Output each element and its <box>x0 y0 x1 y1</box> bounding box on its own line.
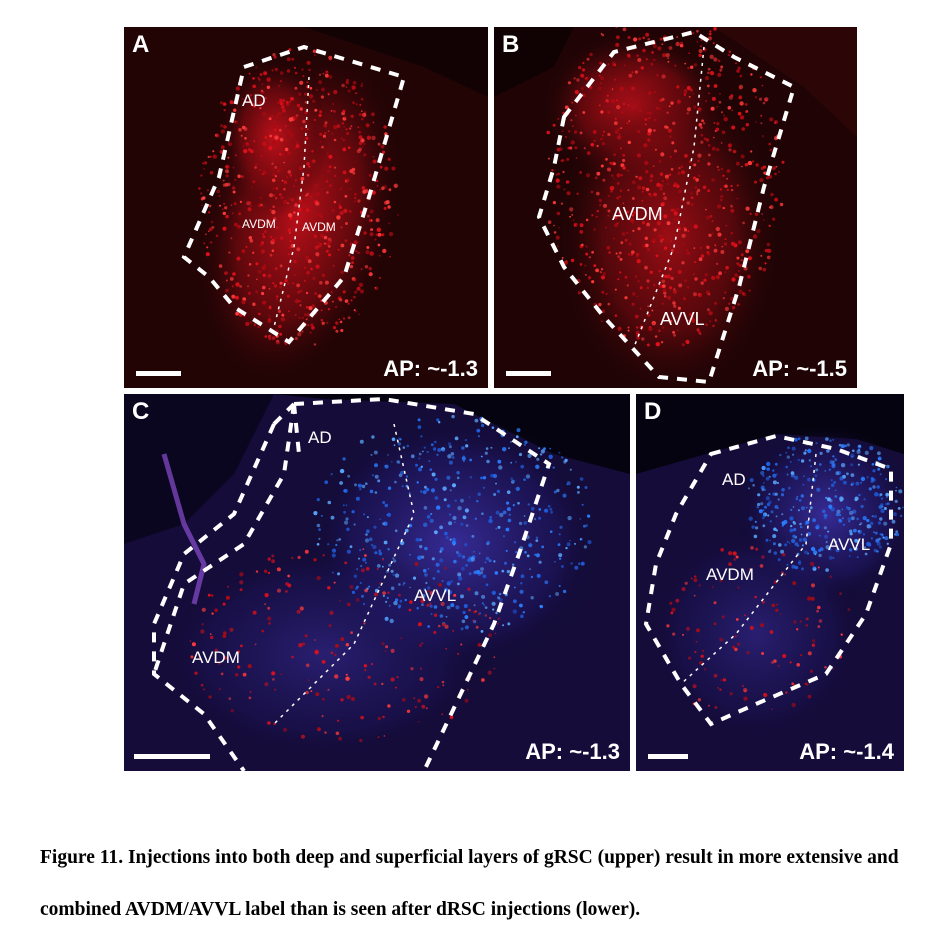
figure-caption-text: . Injections into both deep and superfic… <box>40 847 899 920</box>
panel-d-region-avdm: AVDM <box>706 565 754 584</box>
panel-a-region-avdm-left: AVDM <box>242 217 276 231</box>
panel-c-scale-bar <box>134 754 210 759</box>
panel-d-scale-bar <box>648 754 688 759</box>
panel-a-divider <box>273 76 310 328</box>
panel-a-micrograph <box>124 27 488 388</box>
panel-a-scale-bar <box>136 371 181 376</box>
panel-a-ap-label: AP: ~-1.3 <box>383 356 478 381</box>
figure-caption-label: Figure 11 <box>40 847 119 868</box>
panel-a-cells <box>198 46 399 346</box>
figure-caption: Figure 11. Injections into both deep and… <box>40 832 920 936</box>
panel-b-divider <box>633 46 705 348</box>
panel-a-region-avdm-right: AVDM <box>302 220 336 234</box>
panel-b-region-avdm: AVDM <box>612 204 663 224</box>
panel-b-ap-label: AP: ~-1.5 <box>752 356 847 381</box>
panel-c: C AD AVVL AVDM AP: ~-1.3 <box>124 394 630 771</box>
panel-c-cells <box>189 414 592 743</box>
panel-d-region-avvl: AVVL <box>828 535 871 554</box>
panel-b-cells <box>546 27 785 347</box>
panel-b-region-avvl: AVVL <box>660 309 705 329</box>
panel-a: A AD AVDM AVDM AP: ~-1.3 <box>124 27 488 388</box>
panel-c-region-avvl: AVVL <box>414 586 457 605</box>
panel-c-outline-inner <box>152 396 552 771</box>
panel-d-outline <box>643 433 893 727</box>
panel-a-region-ad: AD <box>242 91 266 110</box>
panel-d: D AD AVVL AVDM AP: ~-1.4 <box>636 394 904 771</box>
panel-d-divider <box>680 453 817 685</box>
panel-d-micrograph <box>636 394 904 771</box>
panel-b-scale-bar <box>506 371 551 376</box>
panel-d-cells <box>666 436 904 711</box>
panel-b-letter: B <box>502 31 520 58</box>
panel-a-outline <box>181 44 407 345</box>
panel-b-micrograph <box>494 27 857 388</box>
panel-c-ap-label: AP: ~-1.3 <box>525 739 620 764</box>
panel-b: B AVDM AVVL AP: ~-1.5 <box>494 27 857 388</box>
panel-d-letter: D <box>644 398 662 425</box>
panel-c-letter: C <box>132 398 150 425</box>
panel-b-outline <box>536 29 797 385</box>
panel-d-region-ad: AD <box>722 470 746 489</box>
panel-d-ap-label: AP: ~-1.4 <box>799 739 894 764</box>
panel-c-region-ad: AD <box>308 428 332 447</box>
panel-c-micrograph <box>124 394 630 771</box>
panel-c-region-avdm: AVDM <box>192 648 240 667</box>
panel-a-letter: A <box>132 31 150 58</box>
panel-c-outline-outer <box>152 402 296 771</box>
